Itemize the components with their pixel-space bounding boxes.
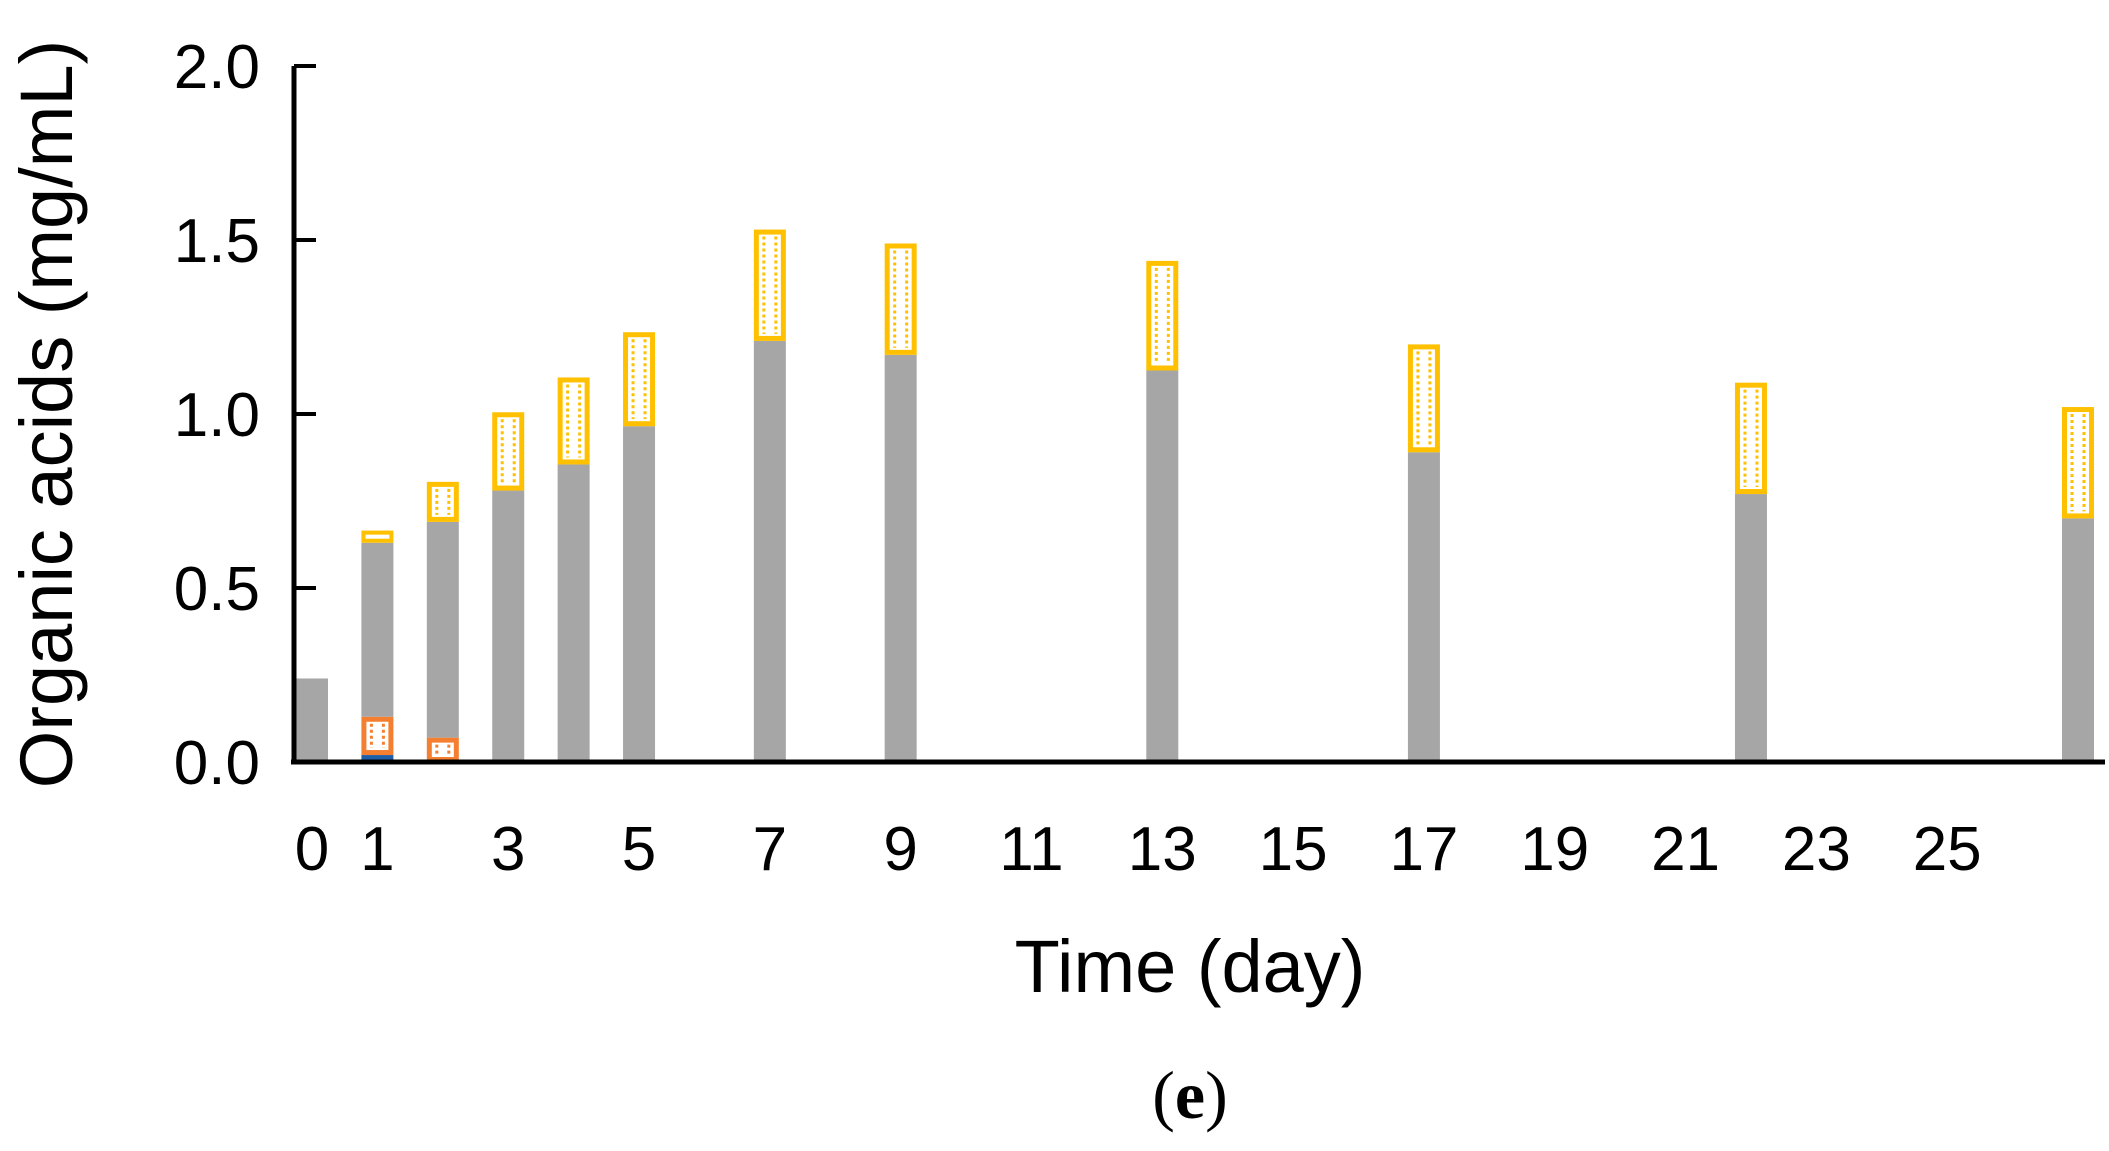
bar-segment (623, 426, 656, 762)
x-tick-label: 25 (1913, 815, 1982, 884)
panel-label-letter: e (1175, 1057, 1205, 1133)
bar-segment (361, 530, 394, 543)
y-tick-label: 0.5 (174, 555, 260, 624)
bar-segment (492, 412, 525, 491)
bar-segment (361, 542, 394, 717)
y-tick-label: 1.5 (174, 207, 260, 276)
y-axis-title: Organic acids (mg/mL) (5, 40, 88, 788)
x-tick-label: 5 (622, 815, 656, 884)
x-tick-label: 1 (360, 815, 394, 884)
bar-segment (884, 243, 917, 355)
bar-segment (1407, 452, 1440, 761)
bar-segment (2062, 518, 2094, 761)
x-tick-label: 0 (295, 815, 329, 884)
bar-layer (296, 229, 2094, 763)
x-tick-label: 7 (753, 815, 787, 884)
x-tick-label: 17 (1389, 815, 1458, 884)
bar-segment (426, 521, 459, 738)
x-ticks: 0 1 3 5 7 9 11 13 15 17 19 21 23 25 (295, 815, 1982, 884)
bar-segment (426, 481, 459, 522)
bar-segment (753, 340, 786, 761)
x-tick-label: 15 (1259, 815, 1328, 884)
x-tick-label: 11 (999, 815, 1063, 884)
x-tick-label: 23 (1782, 815, 1851, 884)
x-tick-label: 9 (883, 815, 917, 884)
bar-segment (884, 354, 917, 761)
bar-segment (1734, 382, 1767, 495)
bar-segment (361, 755, 394, 762)
bar-segment (557, 464, 590, 762)
bar-segment (1734, 494, 1767, 761)
bar-segment (2062, 407, 2094, 519)
panel-label: (e) (1152, 1057, 1228, 1133)
y-tick-label: 2.0 (174, 33, 260, 102)
bar-segment (296, 678, 328, 761)
y-ticks: 0.0 0.5 1.0 1.5 2.0 (174, 33, 316, 798)
x-tick-label: 19 (1520, 815, 1589, 884)
bar-segment (492, 490, 525, 762)
y-tick-label: 1.0 (174, 381, 260, 450)
bar-segment (1407, 344, 1440, 453)
bar-segment (753, 229, 786, 341)
bar-segment (623, 332, 656, 427)
x-tick-label: 21 (1651, 815, 1720, 884)
bar-segment (1146, 370, 1179, 761)
x-axis-title: Time (day) (1015, 925, 1366, 1008)
x-tick-label: 13 (1128, 815, 1197, 884)
x-tick-label: 3 (491, 815, 525, 884)
bar-segment (1146, 260, 1179, 371)
bar-segment (426, 737, 459, 763)
bar-segment (361, 716, 394, 756)
y-tick-label: 0.0 (174, 729, 260, 798)
bar-segment (557, 377, 590, 465)
